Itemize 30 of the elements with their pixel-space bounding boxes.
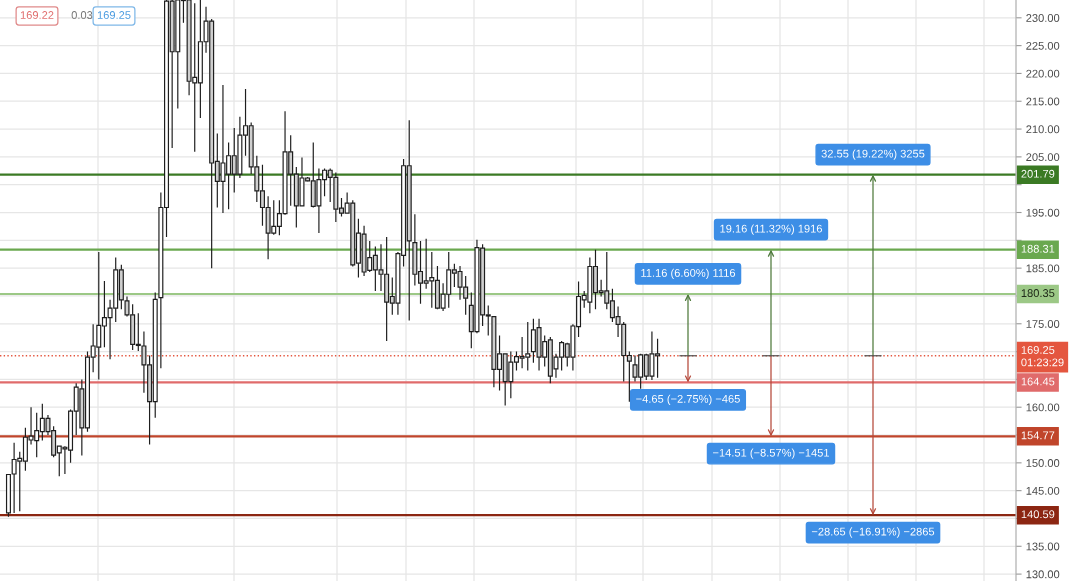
y-tick-label: 150.00 — [1026, 459, 1060, 467]
annotation: 0.03 — [71, 11, 93, 19]
ref-line-label: 188.31 — [1021, 244, 1055, 253]
annotation: −28.65 (−16.91%) −2865 — [811, 527, 935, 538]
y-tick-label: 215.00 — [1026, 97, 1060, 106]
y-tick-label: 230.00 — [1026, 14, 1060, 22]
y-tick-label: 195.00 — [1026, 208, 1060, 217]
ref-line-label: 180.35 — [1021, 289, 1055, 297]
ref-line-label: 201.79 — [1021, 169, 1055, 178]
y-tick-label: 160.00 — [1026, 403, 1060, 412]
ref-line-label: 154.77 — [1021, 431, 1055, 440]
annotation: −4.65 (−2.75%) −465 — [636, 394, 740, 405]
ref-line-label: 140.59 — [1021, 510, 1055, 519]
annotation: 11.16 (6.60%) 1116 — [641, 268, 736, 280]
annotation: 169.25 — [97, 11, 131, 19]
y-tick-label: 145.00 — [1026, 486, 1060, 495]
ref-line-label: 164.45 — [1021, 377, 1055, 386]
y-tick-label: 135.00 — [1026, 542, 1060, 551]
y-tick-label: 130.00 — [1026, 570, 1060, 579]
annotation: −14.51 (−8.57%) −1451 — [713, 448, 829, 459]
y-tick-label: 185.00 — [1026, 264, 1060, 273]
annotation: 32.55 (19.22%) 3255 — [821, 149, 925, 160]
y-tick-label: 220.00 — [1026, 69, 1060, 78]
y-tick-label: 205.00 — [1026, 153, 1060, 162]
y-tick-label: 225.00 — [1026, 41, 1060, 50]
y-tick-label: 175.00 — [1026, 320, 1060, 328]
ref-line-label: 169.25 01:23:29 — [1021, 346, 1064, 367]
y-tick-label: 210.00 — [1026, 125, 1060, 134]
annotation: 19.16 (11.32%) 1916 — [720, 224, 822, 235]
annotation: 169.22 — [20, 11, 54, 19]
